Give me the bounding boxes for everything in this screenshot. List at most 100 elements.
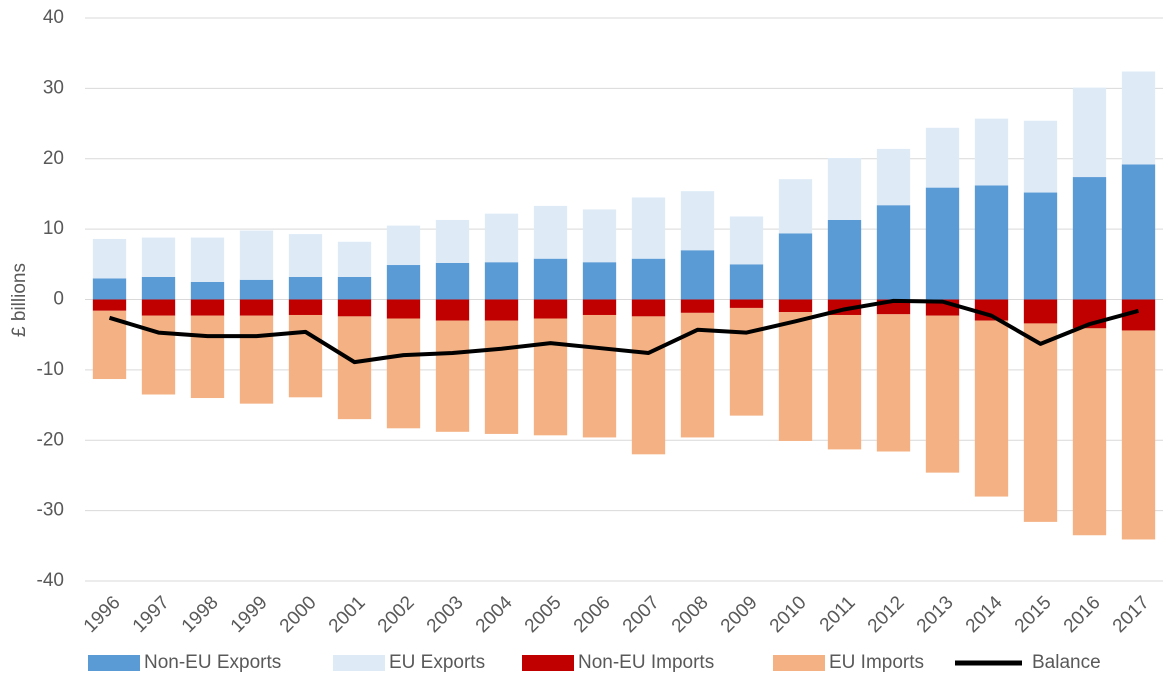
bar: [729, 299, 764, 308]
bar: [582, 262, 617, 300]
x-tick-label: 1999: [227, 592, 272, 637]
bar: [386, 225, 421, 266]
bar: [876, 148, 911, 206]
bar: [1023, 299, 1058, 324]
x-tick-label: 2014: [962, 592, 1007, 637]
x-tick-label: 1997: [129, 592, 174, 637]
bar: [337, 316, 372, 420]
legend-label: EU Exports: [389, 652, 485, 673]
x-tick-label: 2010: [766, 592, 811, 637]
bar: [239, 279, 274, 300]
x-tick-label: 1996: [80, 592, 125, 637]
bar: [582, 314, 617, 438]
bar: [1023, 192, 1058, 300]
bar: [925, 127, 960, 188]
bar: [239, 315, 274, 404]
bar: [974, 118, 1009, 186]
bar: [337, 241, 372, 277]
x-tick-label: 2011: [816, 592, 860, 636]
legend-swatch: [773, 655, 825, 671]
bar: [778, 312, 813, 441]
bar: [435, 262, 470, 300]
bar: [533, 318, 568, 436]
bar: [92, 299, 127, 311]
bar: [631, 197, 666, 259]
bar: [729, 264, 764, 300]
bar: [729, 307, 764, 416]
y-tick-label: -30: [37, 500, 64, 521]
bar: [729, 216, 764, 265]
legend-label: EU Imports: [829, 652, 924, 673]
bar: [386, 318, 421, 429]
bar: [778, 179, 813, 234]
y-tick-label: 40: [43, 7, 64, 28]
bar: [141, 299, 176, 316]
bar: [582, 209, 617, 263]
bar: [288, 314, 323, 398]
x-tick-label: 2013: [913, 592, 958, 637]
bar: [435, 219, 470, 263]
bar: [190, 237, 225, 282]
x-tick-label: 2007: [619, 592, 664, 637]
x-tick-label: 2005: [521, 592, 566, 637]
bar: [778, 299, 813, 313]
bar: [92, 238, 127, 279]
y-tick-label: 0: [53, 289, 64, 310]
legend-label: Balance: [1032, 652, 1101, 673]
x-tick-label: 2009: [717, 592, 762, 637]
bar: [239, 230, 274, 280]
bar: [337, 276, 372, 300]
y-axis-label: £ billions: [9, 263, 30, 337]
bar: [190, 299, 225, 316]
bar: [386, 265, 421, 300]
bar: [827, 314, 862, 450]
bar: [582, 299, 617, 315]
bar: [141, 276, 176, 300]
bar: [386, 299, 421, 319]
bar: [190, 315, 225, 399]
y-tick-label: -20: [37, 429, 64, 450]
bar: [239, 299, 274, 316]
bar: [778, 233, 813, 300]
bar: [288, 276, 323, 300]
bar: [680, 250, 715, 300]
x-tick-label: 2016: [1060, 592, 1105, 637]
y-tick-label: 20: [43, 148, 64, 169]
bar: [288, 234, 323, 277]
bar: [337, 299, 372, 317]
bar: [827, 219, 862, 300]
bar: [1072, 328, 1107, 536]
legend-swatch: [88, 655, 140, 671]
bar: [631, 258, 666, 300]
x-tick-label: 1998: [178, 592, 223, 637]
legend-label: Non-EU Imports: [578, 652, 714, 673]
x-tick-label: 2001: [325, 592, 370, 637]
x-tick-label: 2002: [374, 592, 419, 637]
bar: [631, 299, 666, 317]
bar: [435, 320, 470, 432]
bar: [1023, 120, 1058, 193]
y-tick-label: 10: [43, 218, 64, 239]
x-tick-label: 2003: [423, 592, 468, 637]
x-tick-label: 2015: [1011, 592, 1056, 637]
bar: [190, 281, 225, 300]
bar: [925, 187, 960, 300]
bar: [435, 299, 470, 321]
bar: [484, 213, 519, 263]
legend-label: Non-EU Exports: [144, 652, 281, 673]
bar: [484, 320, 519, 434]
bar: [1023, 323, 1058, 522]
x-tick-label: 2017: [1109, 592, 1154, 637]
bar: [680, 191, 715, 251]
legend-swatch: [522, 655, 574, 671]
balance-line: [108, 298, 1140, 365]
bar: [1121, 330, 1156, 540]
bar: [484, 262, 519, 300]
y-tick-label: -40: [37, 570, 64, 591]
x-tick-label: 2006: [570, 592, 615, 637]
x-tick-label: 2012: [864, 592, 909, 637]
bar: [484, 299, 519, 321]
bar: [1121, 71, 1156, 165]
bar: [631, 316, 666, 455]
